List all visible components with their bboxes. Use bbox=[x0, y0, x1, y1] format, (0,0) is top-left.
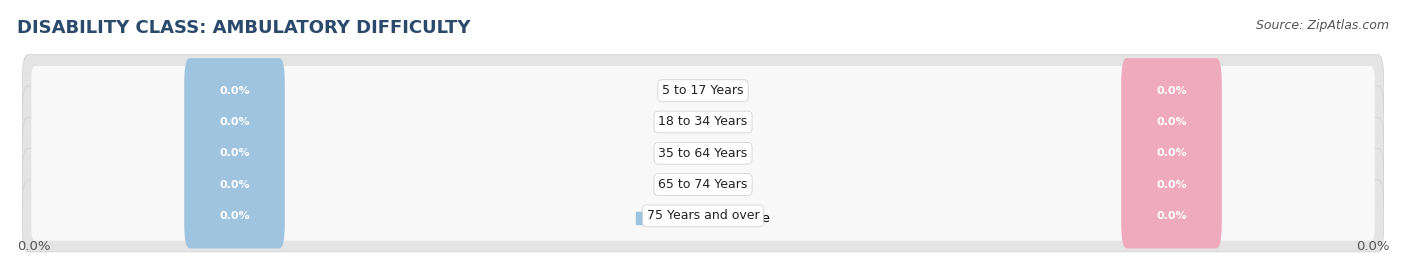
FancyBboxPatch shape bbox=[1121, 89, 1222, 154]
Text: 18 to 34 Years: 18 to 34 Years bbox=[658, 115, 748, 129]
FancyBboxPatch shape bbox=[1121, 152, 1222, 217]
FancyBboxPatch shape bbox=[31, 191, 1375, 240]
Text: 75 Years and over: 75 Years and over bbox=[647, 209, 759, 222]
Text: 35 to 64 Years: 35 to 64 Years bbox=[658, 147, 748, 160]
FancyBboxPatch shape bbox=[184, 58, 285, 123]
Legend: Male, Female: Male, Female bbox=[633, 209, 773, 228]
Text: 0.0%: 0.0% bbox=[1156, 148, 1187, 158]
Text: 0.0%: 0.0% bbox=[219, 211, 250, 221]
FancyBboxPatch shape bbox=[22, 117, 1384, 189]
FancyBboxPatch shape bbox=[31, 160, 1375, 209]
FancyBboxPatch shape bbox=[31, 97, 1375, 147]
FancyBboxPatch shape bbox=[31, 66, 1375, 115]
FancyBboxPatch shape bbox=[184, 152, 285, 217]
FancyBboxPatch shape bbox=[1121, 121, 1222, 186]
Text: 0.0%: 0.0% bbox=[219, 86, 250, 96]
Text: 0.0%: 0.0% bbox=[219, 180, 250, 190]
Text: 5 to 17 Years: 5 to 17 Years bbox=[662, 84, 744, 97]
FancyBboxPatch shape bbox=[1121, 183, 1222, 249]
Text: 0.0%: 0.0% bbox=[219, 117, 250, 127]
FancyBboxPatch shape bbox=[31, 129, 1375, 178]
FancyBboxPatch shape bbox=[184, 89, 285, 154]
FancyBboxPatch shape bbox=[22, 86, 1384, 158]
FancyBboxPatch shape bbox=[184, 183, 285, 249]
Text: 0.0%: 0.0% bbox=[1156, 211, 1187, 221]
Text: 0.0%: 0.0% bbox=[17, 240, 51, 253]
FancyBboxPatch shape bbox=[22, 148, 1384, 221]
FancyBboxPatch shape bbox=[184, 121, 285, 186]
Text: 0.0%: 0.0% bbox=[1156, 180, 1187, 190]
Text: 0.0%: 0.0% bbox=[1156, 86, 1187, 96]
Text: 0.0%: 0.0% bbox=[219, 148, 250, 158]
Text: DISABILITY CLASS: AMBULATORY DIFFICULTY: DISABILITY CLASS: AMBULATORY DIFFICULTY bbox=[17, 19, 471, 37]
Text: Source: ZipAtlas.com: Source: ZipAtlas.com bbox=[1256, 19, 1389, 32]
Text: 65 to 74 Years: 65 to 74 Years bbox=[658, 178, 748, 191]
Text: 0.0%: 0.0% bbox=[1156, 117, 1187, 127]
FancyBboxPatch shape bbox=[1121, 58, 1222, 123]
FancyBboxPatch shape bbox=[22, 180, 1384, 252]
Text: 0.0%: 0.0% bbox=[1355, 240, 1389, 253]
FancyBboxPatch shape bbox=[22, 55, 1384, 127]
